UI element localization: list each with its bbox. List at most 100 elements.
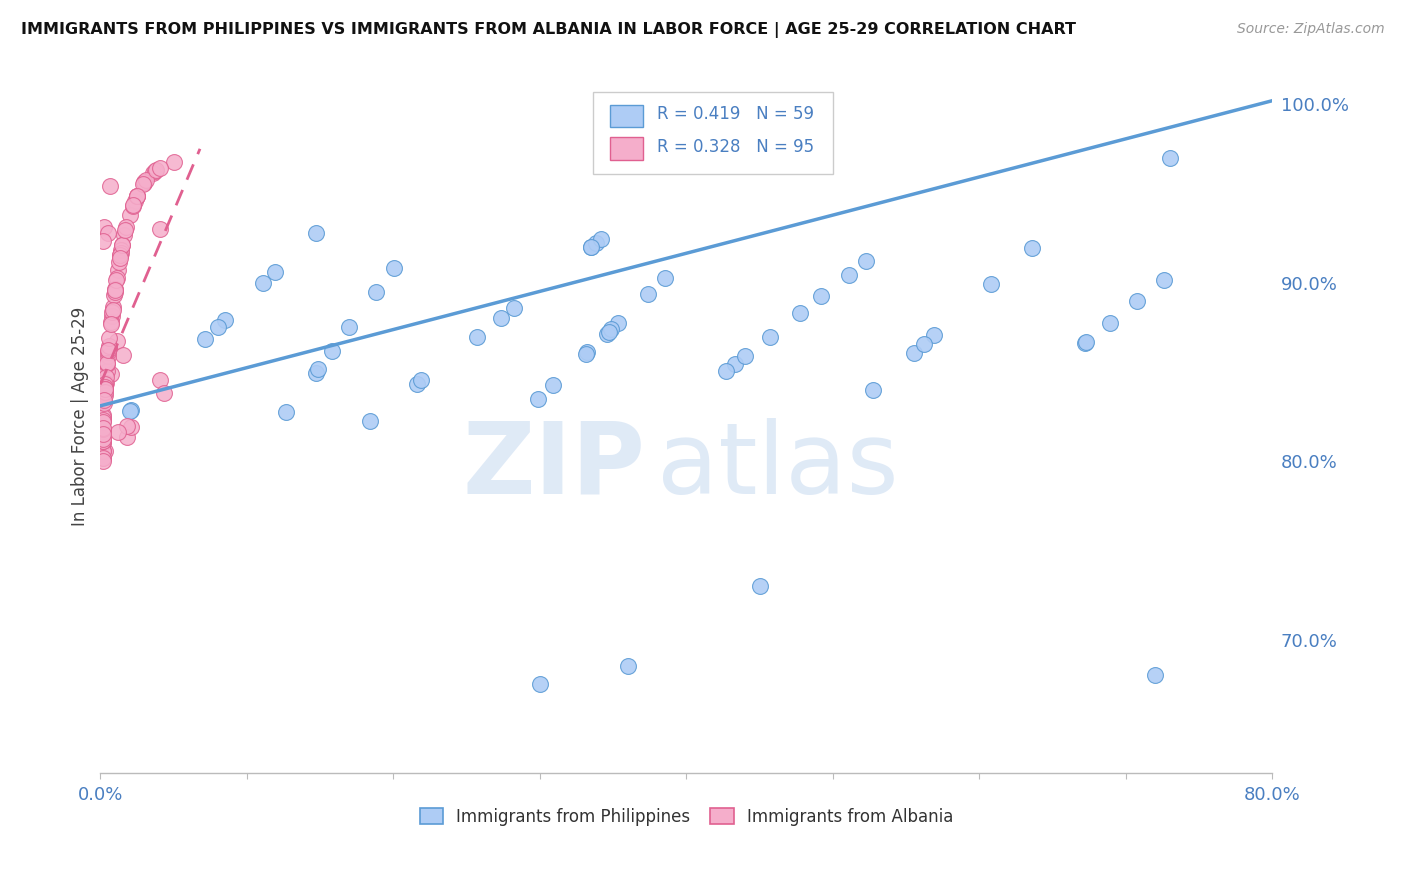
Point bbox=[152, 385, 174, 400]
Point bbox=[101, 300, 124, 314]
Point bbox=[637, 287, 659, 301]
Point bbox=[304, 366, 326, 380]
Point bbox=[94, 379, 117, 393]
Point bbox=[94, 376, 117, 391]
Point bbox=[411, 373, 433, 387]
Point bbox=[163, 155, 186, 169]
Bar bbox=[610, 104, 643, 128]
Point bbox=[108, 255, 131, 269]
Point bbox=[97, 227, 120, 241]
Point bbox=[91, 234, 114, 248]
Point bbox=[97, 343, 120, 358]
Point bbox=[93, 396, 115, 410]
Point bbox=[91, 410, 114, 425]
Point bbox=[1153, 273, 1175, 287]
Point bbox=[121, 199, 143, 213]
Point bbox=[91, 434, 114, 449]
Point bbox=[598, 325, 620, 339]
Point bbox=[110, 248, 132, 262]
Point bbox=[91, 421, 114, 435]
Point bbox=[111, 349, 134, 363]
Point bbox=[1144, 668, 1167, 682]
Point bbox=[1073, 335, 1095, 350]
Point bbox=[489, 310, 512, 325]
Point bbox=[93, 388, 115, 402]
Point bbox=[91, 454, 114, 468]
Point bbox=[724, 357, 747, 371]
Point bbox=[100, 317, 122, 331]
Bar bbox=[610, 137, 643, 161]
Point bbox=[529, 677, 551, 691]
Point bbox=[734, 349, 756, 363]
Point bbox=[541, 378, 564, 392]
Point bbox=[579, 240, 602, 254]
Point bbox=[264, 265, 287, 279]
Point bbox=[91, 413, 114, 427]
Point bbox=[575, 345, 598, 359]
Point bbox=[105, 273, 128, 287]
Point bbox=[93, 219, 115, 234]
Text: atlas: atlas bbox=[657, 418, 898, 515]
Point bbox=[97, 341, 120, 355]
Point bbox=[149, 373, 172, 387]
Point bbox=[107, 263, 129, 277]
Point bbox=[810, 289, 832, 303]
Point bbox=[93, 392, 115, 407]
Point bbox=[96, 363, 118, 377]
Point bbox=[114, 227, 136, 242]
Point bbox=[274, 405, 297, 419]
Point bbox=[100, 178, 122, 193]
Point bbox=[1098, 316, 1121, 330]
Point bbox=[132, 177, 155, 191]
Point bbox=[600, 322, 623, 336]
Point bbox=[134, 176, 156, 190]
Point bbox=[125, 189, 148, 203]
Point bbox=[980, 277, 1002, 292]
Point bbox=[862, 383, 884, 397]
Point bbox=[110, 248, 132, 262]
Point bbox=[135, 173, 157, 187]
Point bbox=[382, 260, 405, 275]
Point bbox=[96, 356, 118, 370]
Point bbox=[789, 306, 811, 320]
Point bbox=[307, 362, 329, 376]
Point bbox=[589, 232, 612, 246]
Point bbox=[105, 334, 128, 348]
Text: R = 0.328   N = 95: R = 0.328 N = 95 bbox=[657, 138, 814, 156]
Point bbox=[145, 163, 167, 178]
Point bbox=[94, 377, 117, 392]
Point bbox=[607, 316, 630, 330]
Point bbox=[110, 243, 132, 257]
Point bbox=[91, 434, 114, 448]
Point bbox=[585, 235, 607, 250]
Point bbox=[91, 427, 114, 442]
Point bbox=[406, 376, 429, 391]
Point bbox=[104, 285, 127, 300]
Point bbox=[122, 198, 145, 212]
Point bbox=[304, 227, 326, 241]
Point bbox=[94, 382, 117, 396]
Point bbox=[97, 349, 120, 363]
Point bbox=[252, 277, 274, 291]
Point bbox=[142, 166, 165, 180]
Point bbox=[107, 425, 129, 439]
Point bbox=[104, 281, 127, 295]
Point bbox=[91, 444, 114, 458]
Text: ZIP: ZIP bbox=[463, 418, 645, 515]
Point bbox=[502, 301, 524, 315]
Legend: Immigrants from Philippines, Immigrants from Albania: Immigrants from Philippines, Immigrants … bbox=[419, 808, 953, 826]
Point bbox=[527, 392, 550, 407]
Point bbox=[339, 320, 361, 334]
Point bbox=[97, 345, 120, 359]
Point bbox=[94, 379, 117, 393]
Point bbox=[101, 309, 124, 323]
Y-axis label: In Labor Force | Age 25-29: In Labor Force | Age 25-29 bbox=[72, 307, 89, 526]
Point bbox=[1074, 334, 1097, 349]
Point bbox=[359, 413, 381, 427]
Point bbox=[903, 345, 925, 359]
Point bbox=[115, 219, 138, 234]
Point bbox=[617, 659, 640, 673]
Point bbox=[91, 424, 114, 438]
Point bbox=[654, 271, 676, 285]
Point bbox=[748, 579, 770, 593]
